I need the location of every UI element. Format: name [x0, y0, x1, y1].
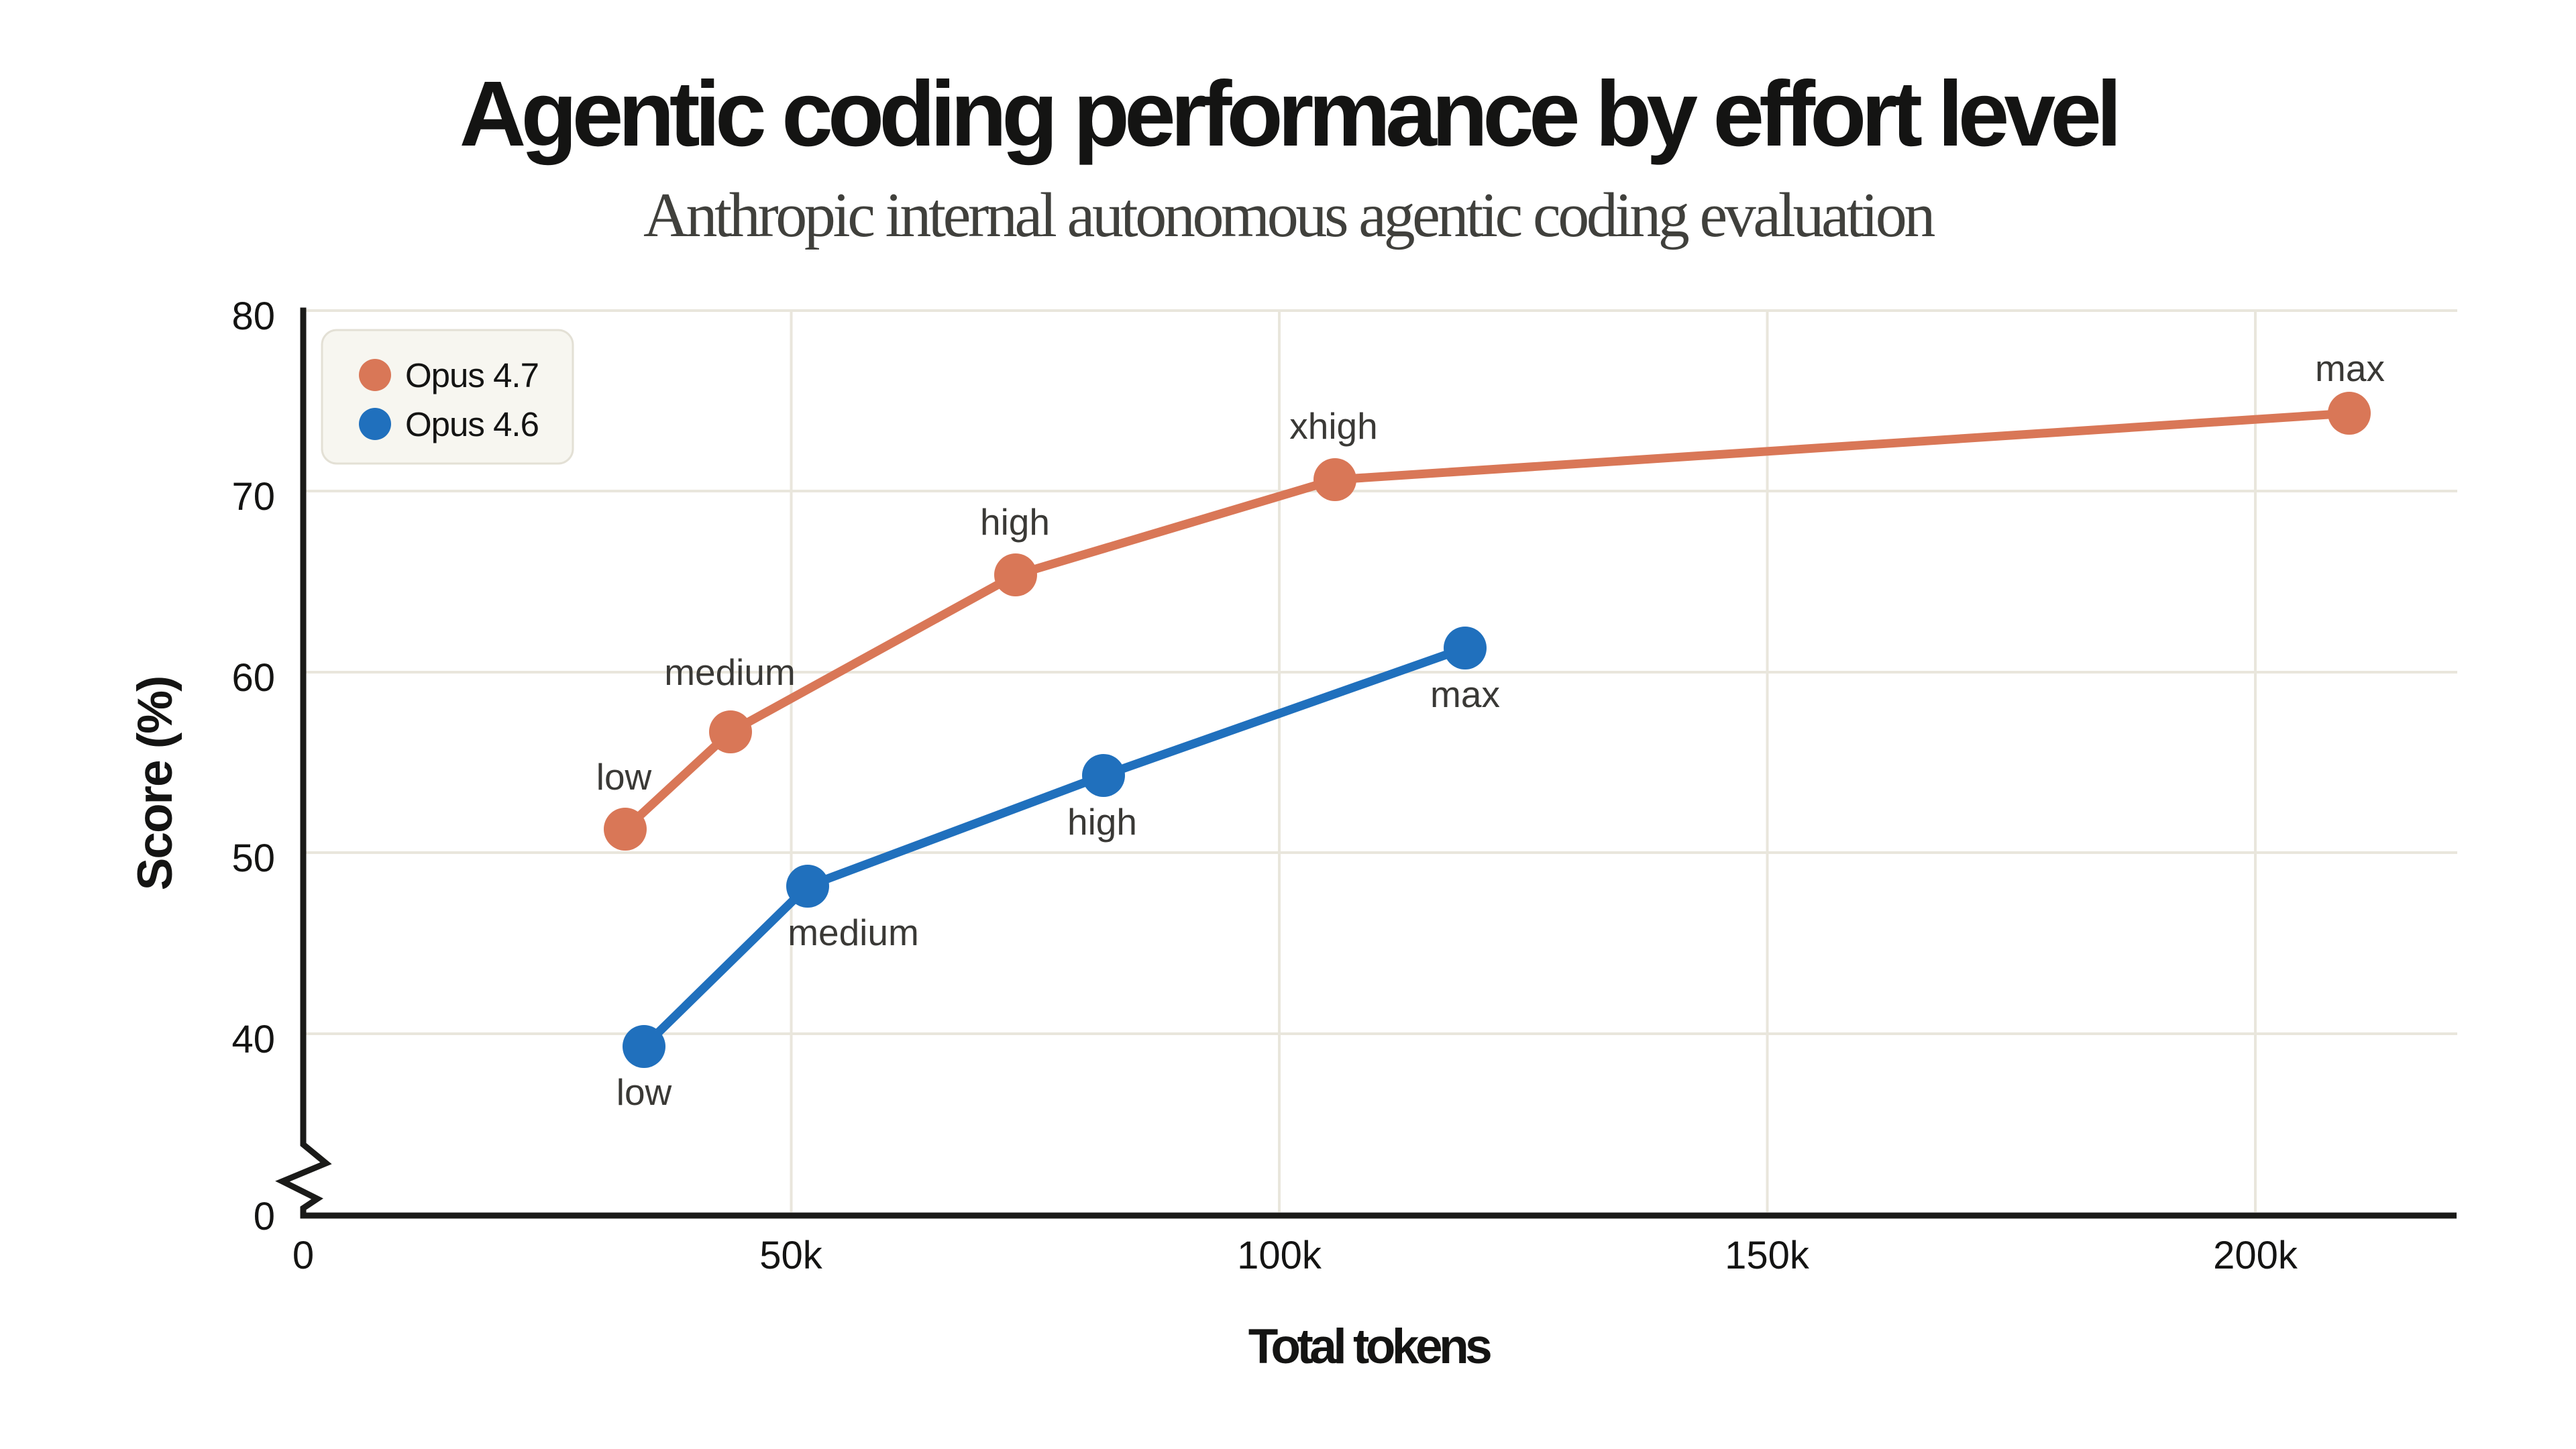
svg-text:Opus 4.6: Opus 4.6	[405, 405, 539, 443]
svg-text:50: 50	[231, 837, 275, 880]
svg-text:Score (%): Score (%)	[128, 677, 182, 891]
svg-text:80: 80	[231, 294, 275, 338]
svg-text:0: 0	[292, 1234, 314, 1277]
svg-text:high: high	[1067, 801, 1137, 843]
svg-text:150k: 150k	[1725, 1234, 1810, 1277]
svg-text:low: low	[596, 756, 652, 798]
svg-text:xhigh: xhigh	[1289, 405, 1377, 447]
svg-text:Anthropic internal autonomous: Anthropic internal autonomous agentic co…	[643, 180, 1935, 250]
svg-text:Opus 4.7: Opus 4.7	[405, 356, 539, 394]
svg-text:Total tokens: Total tokens	[1248, 1320, 1491, 1374]
svg-text:60: 60	[231, 656, 275, 700]
svg-text:0: 0	[254, 1195, 275, 1238]
svg-text:50k: 50k	[759, 1234, 823, 1277]
svg-text:200k: 200k	[2213, 1234, 2298, 1277]
svg-text:high: high	[980, 501, 1050, 543]
svg-text:max: max	[2315, 347, 2385, 389]
svg-text:Agentic coding performance by: Agentic coding performance by effort lev…	[460, 62, 2117, 166]
svg-text:low: low	[616, 1071, 672, 1113]
svg-text:max: max	[1430, 674, 1500, 715]
svg-text:medium: medium	[788, 912, 919, 953]
svg-text:40: 40	[231, 1018, 275, 1061]
svg-text:medium: medium	[664, 651, 796, 693]
svg-text:100k: 100k	[1237, 1234, 1322, 1277]
svg-text:70: 70	[231, 475, 275, 519]
